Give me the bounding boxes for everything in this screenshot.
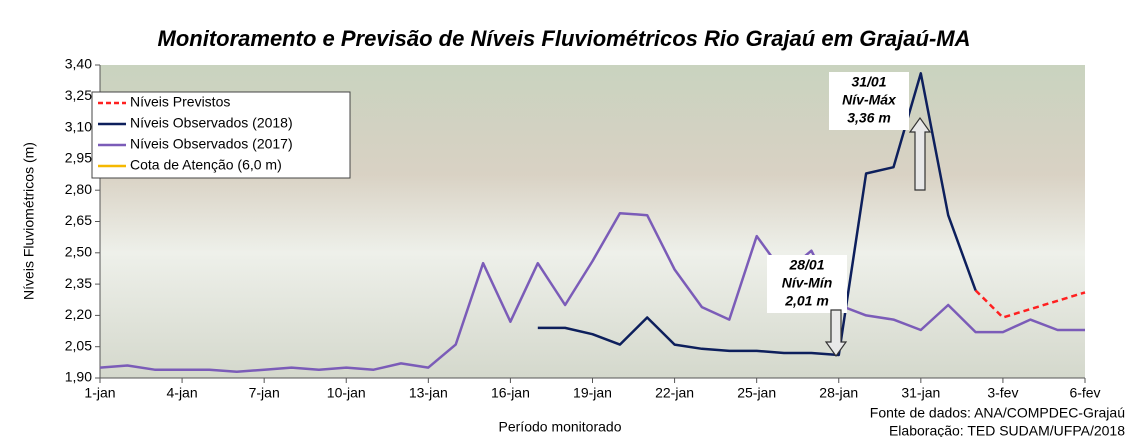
annotation-text: 2,01 m bbox=[784, 293, 829, 309]
y-tick-label: 2,95 bbox=[65, 150, 92, 166]
annotation-text: Nív-Máx bbox=[842, 92, 897, 108]
x-tick-label: 31-jan bbox=[901, 385, 940, 401]
annotation-box bbox=[829, 72, 909, 130]
x-tick-label: 7-jan bbox=[249, 385, 280, 401]
y-tick-label: 2,20 bbox=[65, 306, 92, 322]
legend-box bbox=[91, 91, 351, 179]
annotation-text: 28/01 bbox=[788, 257, 824, 273]
x-tick-label: 28-jan bbox=[819, 385, 858, 401]
annotation-text: 3,36 m bbox=[847, 110, 891, 126]
legend-label: Níveis Observados (2017) bbox=[130, 136, 293, 152]
chart-title: Monitoramento e Previsão de Níveis Fluvi… bbox=[158, 26, 971, 51]
y-tick-label: 3,25 bbox=[65, 87, 92, 103]
y-tick-label: 1,90 bbox=[65, 369, 92, 385]
x-tick-label: 13-jan bbox=[409, 385, 448, 401]
series-line bbox=[974, 289, 1086, 319]
y-tick-label: 3,40 bbox=[65, 56, 92, 72]
annotation-arrow bbox=[824, 309, 848, 358]
annotation-text: Nív-Mín bbox=[782, 275, 833, 291]
series-line bbox=[99, 211, 1085, 373]
y-tick-label: 2,05 bbox=[65, 337, 92, 353]
y-tick-label: 2,35 bbox=[65, 275, 92, 291]
y-tick-label: 2,50 bbox=[65, 244, 92, 260]
x-tick-label: 6-fev bbox=[1069, 385, 1100, 401]
x-tick-label: 16-jan bbox=[491, 385, 530, 401]
annotation-text: 31/01 bbox=[851, 74, 886, 90]
legend-label: Cota de Atenção (6,0 m) bbox=[130, 157, 282, 173]
x-tick-label: 4-jan bbox=[167, 385, 198, 401]
legend-label: Níveis Observados (2018) bbox=[130, 115, 293, 131]
footnote: Elaboração: TED SUDAM/UFPA/2018 bbox=[889, 423, 1125, 437]
annotation-box bbox=[767, 255, 847, 313]
y-tick-label: 2,80 bbox=[65, 181, 92, 197]
y-tick-label: 2,65 bbox=[65, 212, 92, 228]
y-tick-label: 3,10 bbox=[65, 118, 92, 134]
x-tick-label: 1-jan bbox=[84, 385, 115, 401]
x-axis-label: Período monitorado bbox=[499, 419, 622, 435]
x-tick-label: 22-jan bbox=[655, 385, 694, 401]
x-tick-label: 3-fev bbox=[987, 385, 1018, 401]
series-line bbox=[537, 72, 977, 357]
legend-label: Níveis Previstos bbox=[130, 94, 230, 110]
annotation-arrow bbox=[908, 116, 932, 191]
footnote: Fonte de dados: ANA/COMPDEC-Grajaú bbox=[870, 405, 1125, 421]
y-axis-label: Níveis Fluviométricos (m) bbox=[21, 142, 37, 300]
x-tick-label: 25-jan bbox=[737, 385, 776, 401]
x-tick-label: 19-jan bbox=[573, 385, 612, 401]
x-tick-label: 10-jan bbox=[327, 385, 366, 401]
